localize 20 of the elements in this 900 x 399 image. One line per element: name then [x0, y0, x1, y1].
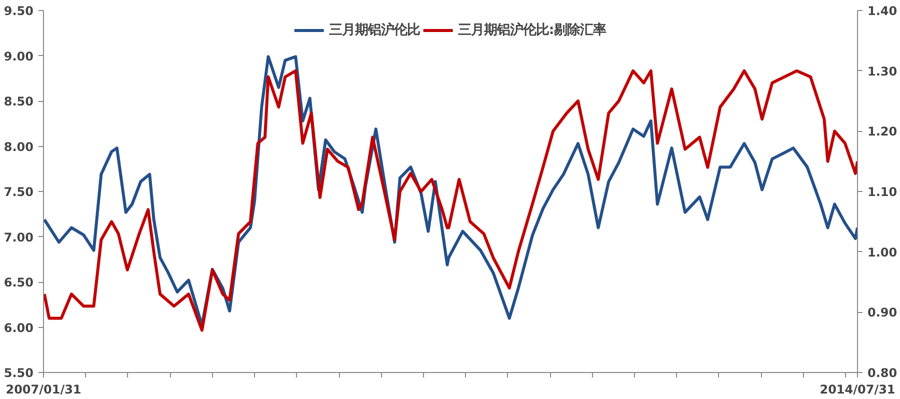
- y-tick-label: 7.50: [4, 185, 34, 199]
- y2-tick-label: 1.20: [868, 124, 898, 139]
- legend-label: 三月期铝沪伦比: [328, 21, 420, 39]
- x-tick-label: 2014/07/31: [820, 382, 896, 396]
- y2-tick-label: 1.00: [868, 245, 898, 260]
- y2-tick-label: 0.90: [868, 306, 898, 320]
- y-tick-label: 8.00: [4, 140, 34, 154]
- y-tick-label: 9.50: [4, 4, 34, 18]
- y-tick-label: 7.00: [4, 230, 34, 244]
- y-tick-label: 6.50: [4, 276, 34, 290]
- x-tick-label: 2007/01/31: [6, 382, 82, 396]
- y-tick-label: 9.00: [4, 49, 34, 64]
- y-tick-label: 5.50: [4, 366, 34, 380]
- y2-tick-label: 0.80: [868, 366, 898, 380]
- y2-tick-label: 1.30: [868, 64, 898, 78]
- legend-label: 三月期铝沪伦比:剔除汇率: [458, 21, 606, 39]
- y-tick-label: 6.00: [4, 320, 34, 335]
- y-tick-label: 8.50: [4, 94, 34, 108]
- y2-tick-label: 1.10: [868, 185, 898, 199]
- y2-tick-label: 1.40: [868, 4, 898, 18]
